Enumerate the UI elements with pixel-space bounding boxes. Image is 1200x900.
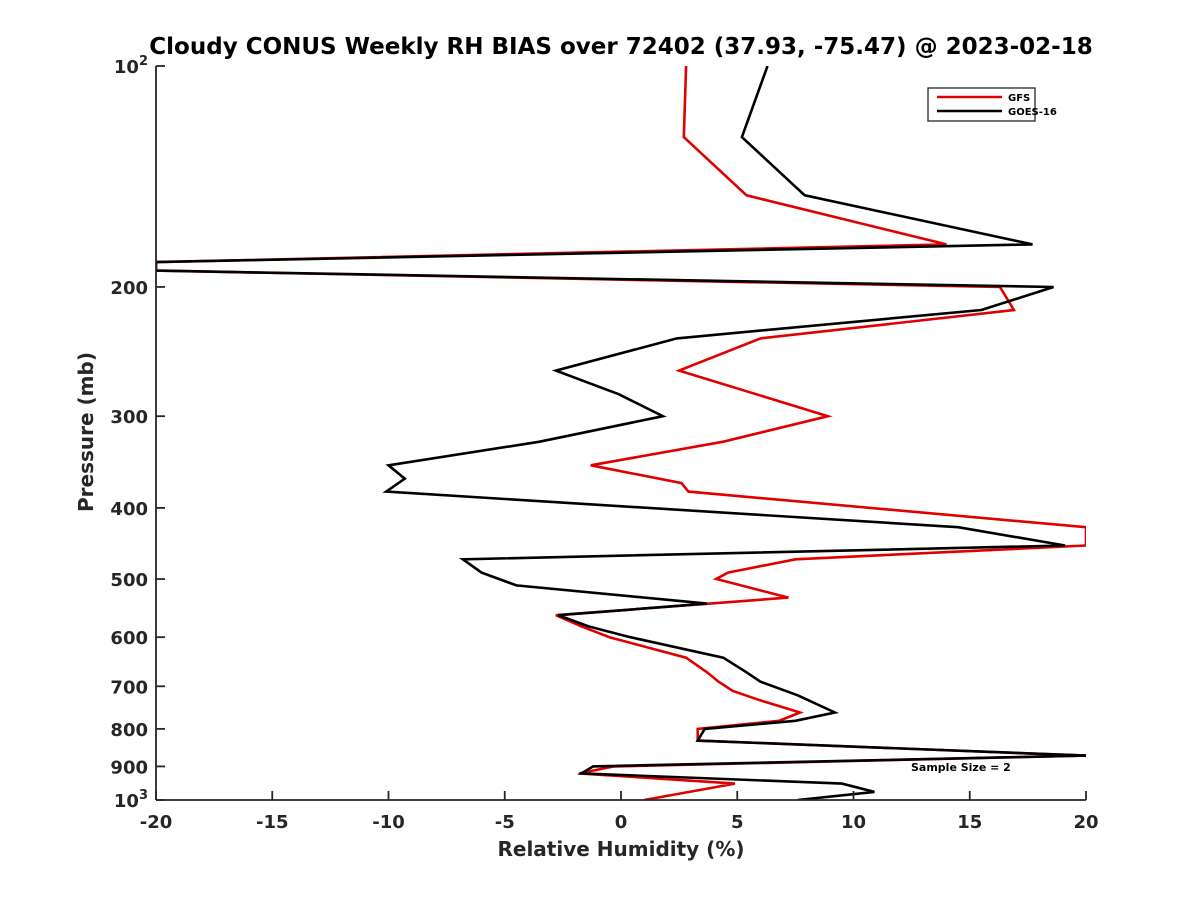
series-line-goes-16	[156, 66, 1086, 800]
y-tick-label: 900	[110, 757, 148, 778]
y-tick-label: 400	[110, 499, 148, 520]
legend-label: GFS	[1008, 93, 1030, 104]
x-tick-label: 10	[841, 812, 866, 833]
chart-title: Cloudy CONUS Weekly RH BIAS over 72402 (…	[149, 34, 1092, 60]
axes	[155, 65, 1087, 801]
x-tick-label: -10	[372, 812, 405, 833]
x-tick-label: -15	[256, 812, 289, 833]
plot-area	[156, 66, 1086, 800]
x-tick-label: -20	[140, 812, 173, 833]
x-axis-label: Relative Humidity (%)	[497, 837, 744, 861]
x-tick-label: 0	[615, 812, 628, 833]
x-tick-label: 5	[731, 812, 744, 833]
legend-box	[927, 87, 1036, 122]
y-tick-label: 600	[110, 628, 148, 649]
y-axis-label: Pressure (mb)	[74, 352, 98, 512]
x-tick-label: 15	[957, 812, 982, 833]
y-tick-label: 300	[110, 407, 148, 428]
legend: GFS GOES-16	[927, 87, 1057, 122]
tick-labels: -20 -15 -10 -5 0 5 10 15 20 102 200 300 400 500 600 700…	[110, 54, 1098, 833]
series-line-gfs	[156, 66, 1086, 800]
legend-label: GOES-16	[1008, 107, 1057, 118]
y-tick-label: 700	[110, 677, 148, 698]
y-tick-label: 200	[110, 278, 148, 299]
x-tick-label: -5	[495, 812, 515, 833]
y-tick-label: 500	[110, 570, 148, 591]
sample-size-annotation: Sample Size = 2	[911, 761, 1011, 774]
x-tick-label: 20	[1073, 812, 1098, 833]
y-tick-label: 102	[114, 54, 148, 78]
y-tick-label: 800	[110, 720, 148, 741]
y-tick-label: 103	[114, 788, 148, 812]
